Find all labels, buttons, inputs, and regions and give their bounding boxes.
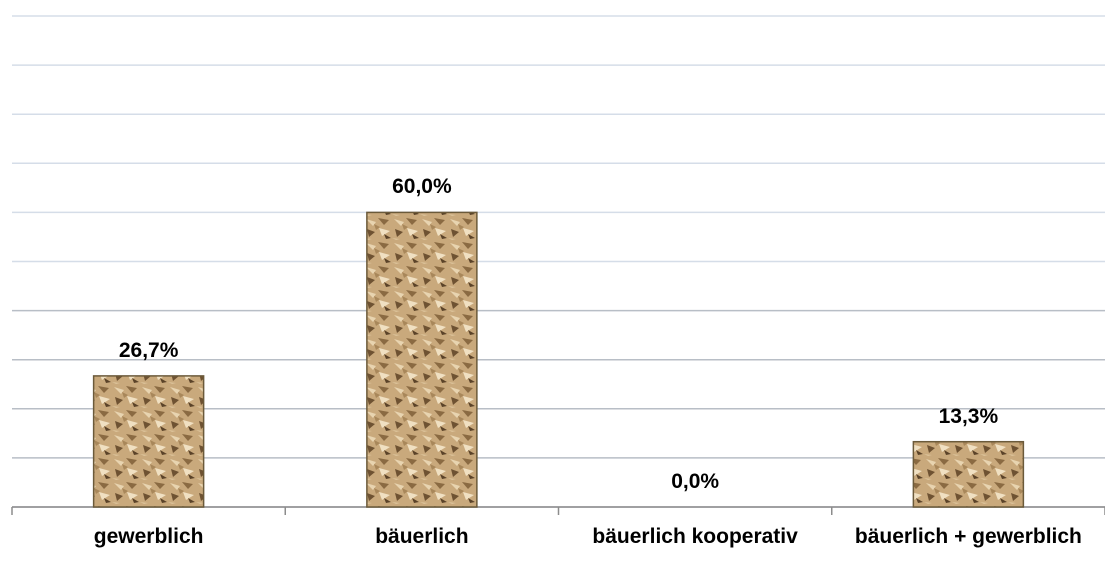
x-tick-label: bäuerlich kooperativ (592, 525, 798, 548)
value-label: 26,7% (118, 338, 179, 362)
bar (366, 211, 478, 508)
x-tick-label: bäuerlich (375, 525, 469, 548)
value-label: 0,0% (671, 470, 720, 493)
x-tick-label: gewerblich (93, 525, 204, 548)
bar (912, 440, 1025, 508)
value-label: 13,3% (938, 404, 999, 428)
x-tick-label: bäuerlich + gewerblich (854, 525, 1082, 548)
bar (92, 375, 205, 508)
value-label: 60,0% (392, 175, 452, 199)
